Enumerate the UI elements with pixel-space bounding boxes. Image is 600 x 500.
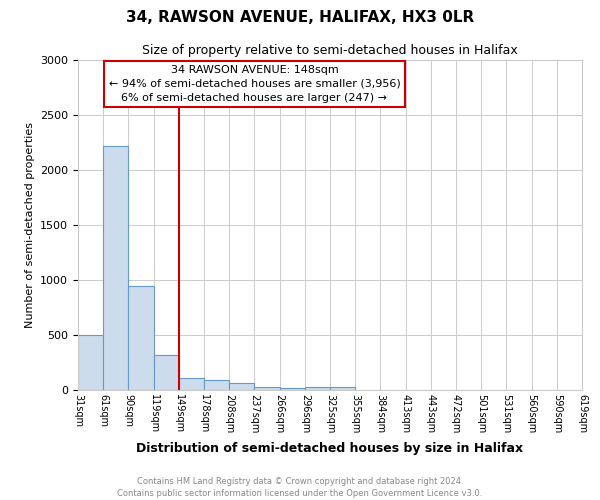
Y-axis label: Number of semi-detached properties: Number of semi-detached properties bbox=[25, 122, 35, 328]
Text: 34 RAWSON AVENUE: 148sqm
← 94% of semi-detached houses are smaller (3,956)
6% of: 34 RAWSON AVENUE: 148sqm ← 94% of semi-d… bbox=[109, 65, 400, 103]
Bar bbox=[229, 384, 254, 390]
Bar bbox=[78, 335, 103, 390]
Bar bbox=[204, 380, 229, 390]
Bar bbox=[305, 387, 330, 390]
Text: 34, RAWSON AVENUE, HALIFAX, HX3 0LR: 34, RAWSON AVENUE, HALIFAX, HX3 0LR bbox=[126, 10, 474, 25]
Bar bbox=[330, 386, 355, 390]
X-axis label: Distribution of semi-detached houses by size in Halifax: Distribution of semi-detached houses by … bbox=[136, 442, 524, 455]
Text: Contains HM Land Registry data © Crown copyright and database right 2024.
Contai: Contains HM Land Registry data © Crown c… bbox=[118, 476, 482, 498]
Title: Size of property relative to semi-detached houses in Halifax: Size of property relative to semi-detach… bbox=[142, 44, 518, 58]
Bar bbox=[103, 146, 128, 390]
Bar bbox=[128, 286, 154, 390]
Bar bbox=[254, 386, 280, 390]
Bar bbox=[154, 355, 179, 390]
Bar bbox=[280, 388, 305, 390]
Bar bbox=[179, 378, 204, 390]
